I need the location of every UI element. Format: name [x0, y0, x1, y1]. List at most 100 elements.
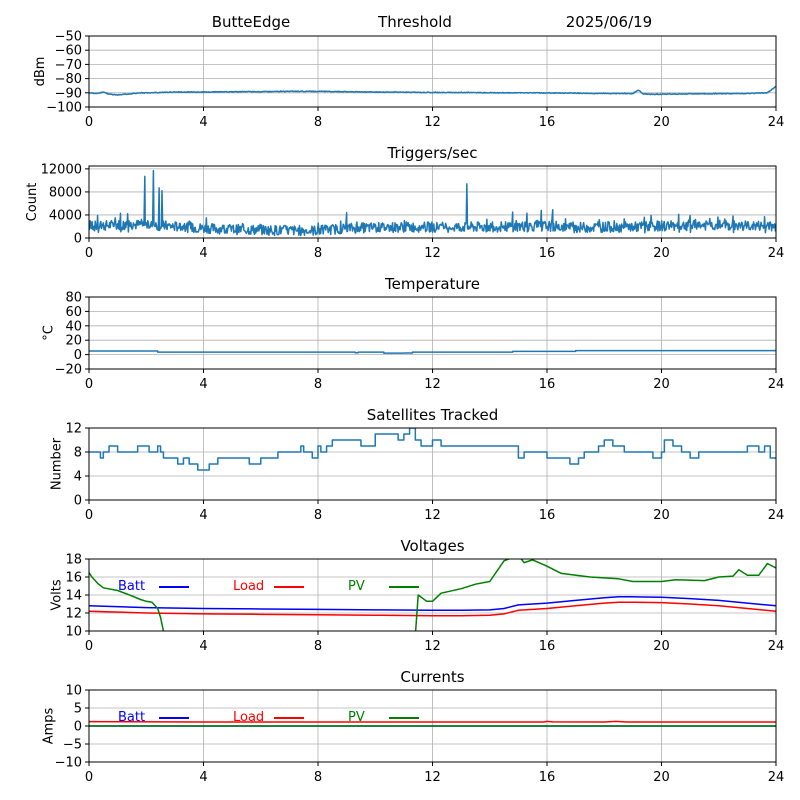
panel-title: Triggers/sec [387, 144, 478, 162]
x-tick-label: 24 [768, 246, 785, 261]
x-tick-label: 20 [653, 115, 670, 130]
station-name: ButteEdge [212, 13, 291, 31]
y-tick-label: −80 [55, 72, 82, 87]
y-tick-label: 60 [65, 305, 82, 320]
legend-label-pv: PV [348, 579, 365, 594]
x-tick-label: 0 [85, 377, 93, 392]
x-tick-label: 24 [768, 377, 785, 392]
legend-label-batt: Batt [118, 579, 145, 594]
y-axis-label: Volts [50, 579, 65, 611]
y-tick-label: −20 [55, 363, 82, 378]
y-tick-label: 12 [65, 607, 82, 622]
x-tick-label: 8 [314, 508, 322, 523]
x-tick-label: 0 [85, 639, 93, 654]
y-axis-label: °C [41, 325, 56, 341]
series-line-1 [89, 428, 776, 471]
series-group [89, 559, 776, 631]
x-tick-label: 24 [768, 508, 785, 523]
y-tick-label: 80 [65, 291, 82, 306]
y-tick-label: 0 [74, 494, 82, 509]
legend-label-load: Load [233, 579, 264, 594]
series-line-1 [89, 85, 776, 96]
series-line-pv [89, 559, 776, 631]
series-line-1 [89, 349, 776, 354]
x-tick-label: 4 [199, 639, 207, 654]
y-tick-label: −5 [63, 738, 82, 753]
y-tick-label: 20 [65, 334, 82, 349]
panel-title: Satellites Tracked [367, 406, 498, 424]
y-tick-label: −60 [55, 44, 82, 59]
y-tick-label: 4000 [49, 208, 82, 223]
y-tick-label: 8000 [49, 185, 82, 200]
x-tick-label: 12 [424, 115, 441, 130]
y-tick-label: 40 [65, 319, 82, 334]
chart-panel-2: 0 4 8 12 16 20 24 0 4000 8000 12000 Triggers/sec Cou… [25, 144, 784, 261]
series-group [89, 349, 776, 354]
y-axis-label: Number [50, 437, 65, 490]
series-line-batt [89, 596, 776, 612]
x-tick-label: 20 [653, 639, 670, 654]
series-group [89, 169, 776, 237]
panel-title: Temperature [384, 275, 480, 293]
y-tick-label: 0 [74, 348, 82, 363]
y-tick-label: 12000 [41, 162, 82, 177]
chart-panel-4: 0 4 8 12 16 20 24 0 4 8 12 Satellites Tracked Number [50, 406, 785, 523]
panel-title: Voltages [400, 537, 464, 555]
y-tick-label: 18 [65, 553, 82, 568]
x-tick-label: 16 [539, 770, 556, 785]
x-tick-label: 20 [653, 377, 670, 392]
series-line-1 [89, 169, 776, 237]
x-tick-label: 20 [653, 246, 670, 261]
x-tick-label: 8 [314, 246, 322, 261]
x-tick-label: 4 [199, 770, 207, 785]
x-tick-label: 0 [85, 115, 93, 130]
y-tick-label: 10 [65, 625, 82, 640]
y-axis-label: dBm [33, 57, 48, 87]
x-tick-label: 16 [539, 508, 556, 523]
y-tick-label: 12 [65, 422, 82, 437]
panel-title: Currents [400, 668, 464, 686]
legend-label-load: Load [233, 710, 264, 725]
x-tick-label: 8 [314, 770, 322, 785]
threshold-label: Threshold [377, 13, 452, 31]
x-tick-label: 16 [539, 377, 556, 392]
x-tick-label: 12 [424, 639, 441, 654]
x-tick-label: 4 [199, 508, 207, 523]
chart-panel-5: 0 4 8 12 16 20 24 10 12 14 16 18 Voltages Volts Batt Lo… [50, 537, 785, 654]
y-tick-label: −50 [55, 30, 82, 45]
y-tick-label: −70 [55, 58, 82, 73]
y-tick-label: −10 [55, 756, 82, 771]
chart-panel-1: 0 4 8 12 16 20 24 −100−90−80−70−60−50 dBm [33, 30, 784, 131]
legend-label-batt: Batt [118, 710, 145, 725]
x-tick-label: 0 [85, 770, 93, 785]
date-label: 2025/06/19 [566, 13, 652, 31]
x-tick-label: 0 [85, 508, 93, 523]
x-tick-label: 20 [653, 508, 670, 523]
y-axis-label: Count [25, 183, 40, 222]
y-tick-label: 5 [74, 702, 82, 717]
x-tick-label: 8 [314, 377, 322, 392]
x-tick-label: 4 [199, 246, 207, 261]
x-tick-label: 0 [85, 246, 93, 261]
y-tick-label: 0 [74, 720, 82, 735]
x-tick-label: 16 [539, 115, 556, 130]
series-group [89, 720, 776, 727]
x-tick-label: 4 [199, 377, 207, 392]
y-tick-label: −100 [46, 101, 82, 116]
y-tick-label: −90 [55, 86, 82, 101]
y-tick-label: 8 [74, 446, 82, 461]
x-tick-label: 20 [653, 770, 670, 785]
x-tick-label: 24 [768, 639, 785, 654]
x-tick-label: 8 [314, 639, 322, 654]
x-tick-label: 24 [768, 115, 785, 130]
x-tick-label: 24 [768, 770, 785, 785]
series-line-load [89, 720, 776, 723]
y-tick-label: 0 [74, 232, 82, 247]
x-tick-label: 4 [199, 115, 207, 130]
y-tick-label: 10 [65, 684, 82, 699]
legend-label-pv: PV [348, 710, 365, 725]
